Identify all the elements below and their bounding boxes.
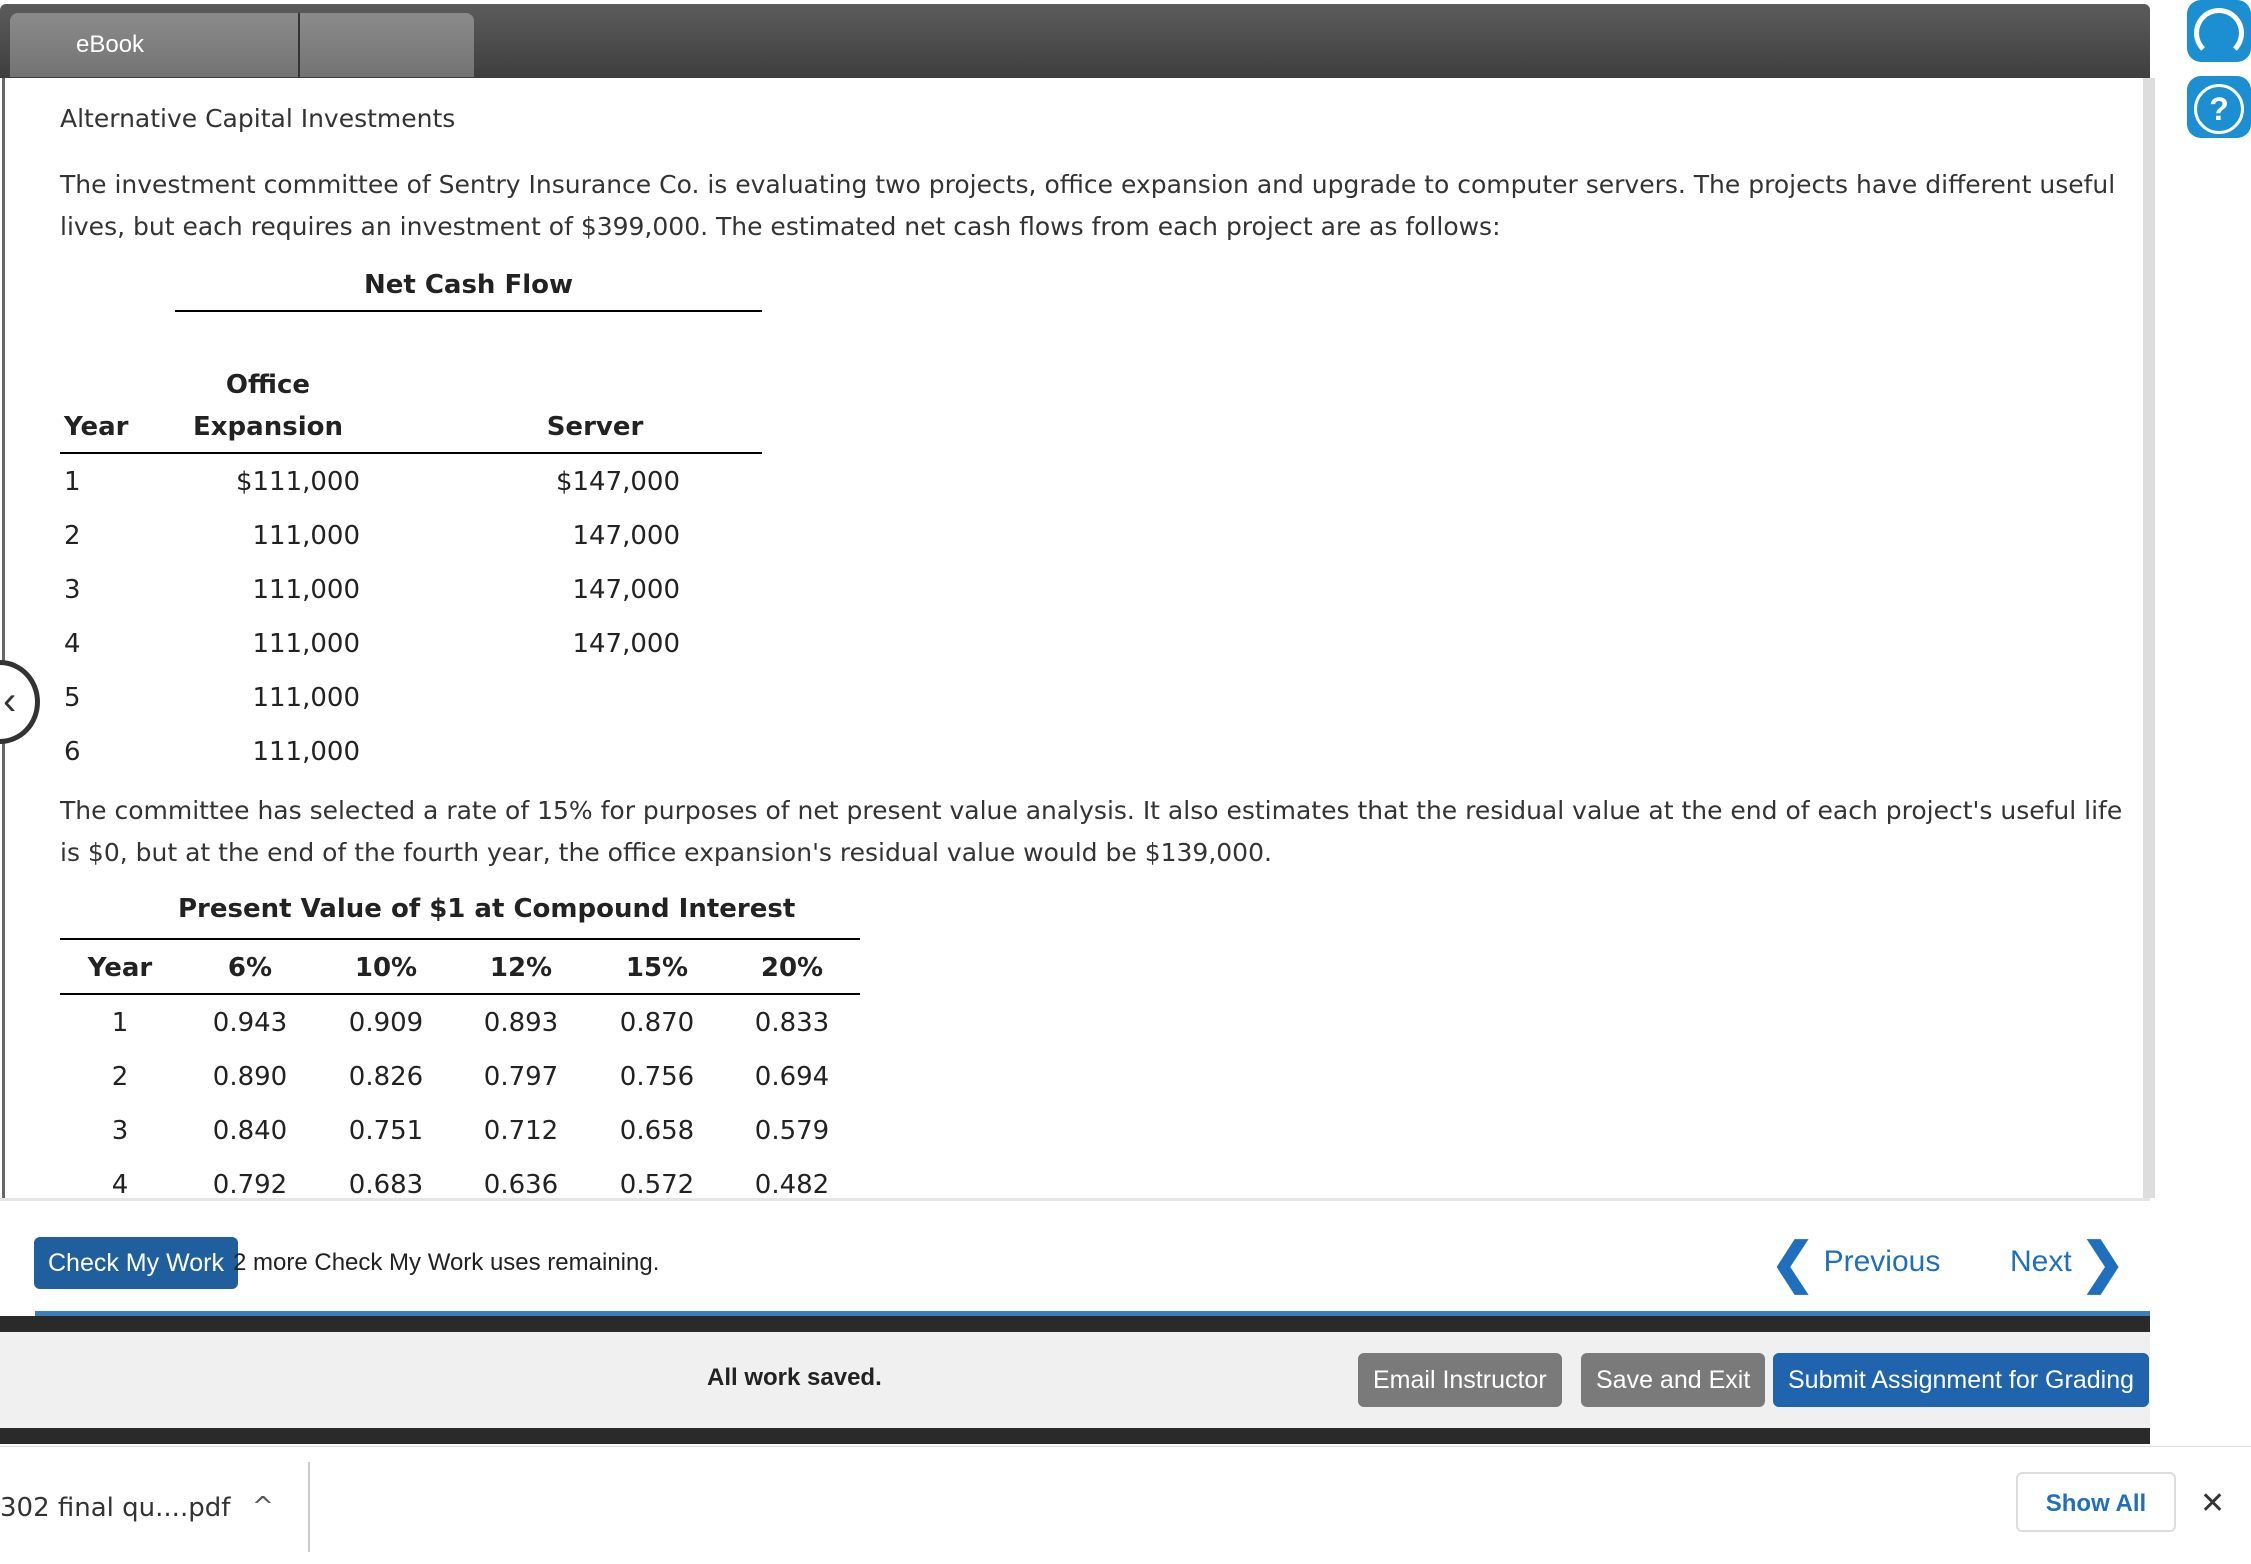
save-and-exit-button[interactable]: Save and Exit <box>1581 1353 1766 1407</box>
check-my-work-note: 2 more Check My Work uses remaining. <box>233 1249 660 1276</box>
support-headset-icon[interactable] <box>2187 0 2251 62</box>
ncf-office-value: 111,000 <box>252 575 360 605</box>
ncf-office-value: $111,000 <box>235 467 360 497</box>
tab-empty[interactable] <box>302 13 474 77</box>
download-divider <box>308 1462 310 1552</box>
pv-cell: 0.482 <box>754 1170 830 1198</box>
top-tab-bar: eBook <box>0 4 2150 78</box>
ncf-year: 3 <box>64 575 81 605</box>
download-file-name[interactable]: 302 final qu....pdf <box>0 1493 231 1523</box>
show-all-button[interactable]: Show All <box>2016 1472 2176 1532</box>
problem-details: The committee has selected a rate of 15%… <box>60 796 2123 867</box>
chevron-right-icon: ❯ <box>2080 1233 2126 1294</box>
pv-header-rate: 20% <box>760 953 824 983</box>
action-bar <box>0 1198 2150 1319</box>
pv-cell: 0.792 <box>212 1170 288 1198</box>
submit-assignment-button[interactable]: Submit Assignment for Grading <box>1773 1353 2149 1407</box>
pv-cell: 0.636 <box>483 1170 559 1198</box>
save-status: All work saved. <box>707 1364 882 1391</box>
ncf-year: 6 <box>64 737 81 767</box>
email-instructor-button[interactable]: Email Instructor <box>1358 1353 1562 1407</box>
net-cash-flow-title: Net Cash Flow <box>363 270 574 300</box>
ncf-office-value: 111,000 <box>252 521 360 551</box>
table-rule <box>60 452 762 454</box>
ncf-year: 2 <box>64 521 81 551</box>
pv-cell: 3 <box>111 1116 129 1146</box>
table-rule <box>60 993 860 995</box>
ncf-server-value: 147,000 <box>572 629 680 659</box>
check-my-work-button[interactable]: Check My Work <box>34 1237 238 1289</box>
ncf-year: 1 <box>64 467 81 497</box>
table-rule <box>60 938 860 940</box>
pv-cell: 0.833 <box>754 1008 830 1038</box>
pv-cell: 0.909 <box>348 1008 424 1038</box>
office-header-line1: Office <box>225 370 311 400</box>
caret-up-icon[interactable]: ^ <box>252 1492 274 1522</box>
pv-cell: 0.694 <box>754 1062 830 1092</box>
ncf-office-value: 111,000 <box>252 629 360 659</box>
download-bar <box>0 1446 2251 1564</box>
pv-cell: 4 <box>111 1170 129 1198</box>
chevron-left-icon: ❮ <box>1770 1233 1816 1294</box>
table-rule <box>175 310 762 312</box>
pv-cell: 0.683 <box>348 1170 424 1198</box>
action-bar-divider <box>35 1311 2150 1316</box>
ncf-year: 5 <box>64 683 81 713</box>
tab-ebook[interactable]: eBook <box>10 13 300 77</box>
pv-cell: 0.756 <box>619 1062 695 1092</box>
previous-label: Previous <box>1823 1245 1941 1278</box>
pv-cell: 0.893 <box>483 1008 559 1038</box>
office-header-line2: Expansion <box>193 412 343 442</box>
pv-cell: 0.943 <box>212 1008 288 1038</box>
pv-cell: 0.826 <box>348 1062 424 1092</box>
pv-cell: 0.751 <box>348 1116 424 1146</box>
ncf-office-value: 111,000 <box>252 683 360 713</box>
ncf-server-value: 147,000 <box>572 575 680 605</box>
help-icon[interactable]: ? <box>2187 76 2251 138</box>
tab-group: eBook <box>10 13 474 77</box>
pv-cell: 1 <box>111 1008 129 1038</box>
pv-cell: 0.797 <box>483 1062 559 1092</box>
pv-cell: 0.870 <box>619 1008 695 1038</box>
pv-header-rate: 12% <box>489 953 553 983</box>
pv-cell: 0.579 <box>754 1116 830 1146</box>
pv-header-rate: 15% <box>625 953 689 983</box>
question-content: Alternative Capital Investments The inve… <box>2 78 2155 1198</box>
pv-header-rate: 10% <box>354 953 418 983</box>
pv-header-rate: 6% <box>227 953 273 983</box>
problem-intro: The investment committee of Sentry Insur… <box>60 170 2116 241</box>
pv-cell: 0.572 <box>619 1170 695 1198</box>
pv-cell: 0.890 <box>212 1062 288 1092</box>
ncf-server-value: $147,000 <box>555 467 680 497</box>
server-header: Server <box>546 412 644 442</box>
ncf-office-value: 111,000 <box>252 737 360 767</box>
pv-cell: 0.840 <box>212 1116 288 1146</box>
ncf-year: 4 <box>64 629 81 659</box>
pv-cell: 0.658 <box>619 1116 695 1146</box>
present-value-title: Present Value of $1 at Compound Interest <box>178 894 796 924</box>
previous-button[interactable]: ❮ Previous <box>1770 1232 1941 1294</box>
next-label: Next <box>2010 1245 2072 1278</box>
problem-title: Alternative Capital Investments <box>60 104 456 133</box>
ncf-server-value: 147,000 <box>572 521 680 551</box>
pv-cell: 0.712 <box>483 1116 559 1146</box>
pv-header-year: Year <box>87 953 153 983</box>
pv-cell: 2 <box>111 1062 129 1092</box>
footer-divider <box>0 1316 2150 1332</box>
next-button[interactable]: Next ❯ <box>2010 1232 2126 1294</box>
year-header: Year <box>64 412 129 442</box>
close-icon[interactable]: ✕ <box>2200 1486 2226 1521</box>
